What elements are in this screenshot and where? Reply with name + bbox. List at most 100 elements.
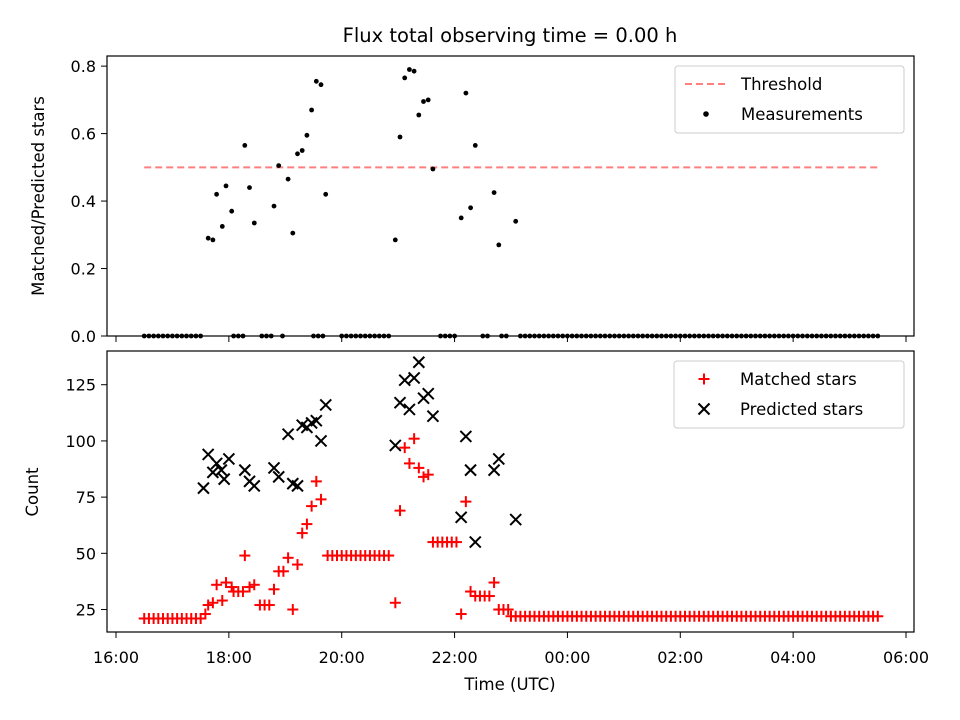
predicted-star-point (487, 463, 501, 477)
matched-star-point (220, 577, 232, 589)
matched-star-point (263, 599, 275, 611)
matched-star-point (310, 475, 322, 487)
legend-measurements-label: Measurements (741, 105, 863, 124)
matched-star-point (282, 552, 294, 564)
predicted-star-point (407, 371, 421, 385)
predicted-star-point (426, 409, 440, 423)
predicted-star-point (464, 463, 477, 477)
measurement-point (421, 99, 426, 104)
measurement-point (290, 230, 296, 236)
predicted-star-point (469, 535, 482, 549)
top-y-tick-label: 0.0 (71, 327, 96, 346)
measurement-point (513, 218, 519, 224)
measurement-point (392, 237, 398, 243)
matched-star-point (237, 586, 249, 598)
matched-star-point (268, 583, 280, 595)
matched-star-point (315, 493, 327, 505)
matched-star-point (460, 496, 472, 508)
measurement-point (416, 112, 422, 118)
bottom-y-tick-label: 125 (65, 376, 96, 395)
matched-star-point (455, 608, 467, 620)
legend-predicted-marker (697, 402, 711, 416)
x-axis-label: Time (UTC) (463, 675, 555, 694)
bottom-y-tick-label: 75 (76, 488, 96, 507)
bottom-y-tick-label: 50 (76, 544, 96, 563)
measurement-point (411, 68, 417, 74)
measurement-point (229, 208, 235, 214)
measurement-point (210, 237, 216, 243)
x-tick-label: 20:00 (319, 648, 365, 667)
predicted-star-point (222, 452, 236, 466)
top-y-tick-label: 0.6 (71, 125, 96, 144)
predicted-star-point (210, 457, 223, 470)
top-legend[interactable]: Threshold Measurements (674, 65, 905, 134)
bottom-y-axis-label: Count (23, 467, 42, 517)
bottom-y-tick-label: 100 (65, 432, 96, 451)
matched-star-point (394, 505, 406, 517)
x-tick-label: 16:00 (93, 648, 139, 667)
measurement-point (472, 143, 478, 148)
top-x-axis (115, 336, 907, 342)
top-axes-frame (106, 55, 915, 337)
top-y-axis-label: Matched/Predicted stars (29, 96, 48, 296)
predicted-star-point (398, 374, 411, 387)
top-panel: 0.00.20.40.60.8 Matched/Predicted stars … (29, 55, 915, 346)
matched-star-point (383, 550, 395, 562)
matched-star-point (872, 610, 884, 622)
predicted-star-point (281, 427, 295, 441)
matched-star-point (277, 565, 289, 577)
x-tick-label: 06:00 (883, 648, 929, 667)
predicted-star-point (291, 479, 304, 493)
matched-star-point (216, 595, 228, 607)
matched-star-point (408, 433, 420, 445)
bottom-panel: 25 50 75 100 125 16:00 18:00 20:00 22:00 00:00 02… (23, 350, 929, 694)
measurement-point (313, 78, 319, 84)
legend-predicted-label: Predicted stars (740, 400, 863, 419)
matched-star-point (483, 590, 495, 602)
matched-star-point (207, 597, 219, 609)
x-tick-label: 04:00 (770, 648, 816, 667)
measurement-point (430, 166, 436, 172)
matched-star-point (296, 527, 308, 539)
top-y-tick-label: 0.4 (71, 192, 96, 211)
measurement-point (271, 203, 277, 209)
measurement-point (425, 97, 431, 103)
predicted-star-point (492, 452, 505, 466)
matched-star-point (199, 608, 211, 620)
legend-measurements-swatch (703, 111, 709, 117)
bottom-legend[interactable]: Matched stars Predicted stars (673, 360, 905, 429)
measurement-point (468, 205, 473, 211)
legend-matched-swatch (698, 373, 710, 385)
measurement-point (285, 176, 291, 182)
matched-star-point (418, 471, 430, 483)
predicted-star-point (412, 356, 426, 369)
measurement-point (251, 220, 257, 226)
matched-star-point (287, 604, 299, 616)
measurement-point (491, 190, 497, 196)
predicted-star-point (272, 470, 285, 484)
predicted-star-point (403, 403, 416, 416)
measurement-point (318, 82, 324, 88)
top-y-tick-label: 0.2 (71, 260, 96, 279)
matched-star-point (292, 559, 304, 571)
legend-predicted-swatch (697, 402, 711, 416)
bottom-plot-marks (138, 356, 884, 625)
matched-star-point (422, 469, 434, 481)
measurement-point (214, 191, 220, 197)
legend-matched-label: Matched stars (740, 370, 857, 389)
measurement-point (299, 148, 305, 153)
measurement-point (205, 235, 211, 241)
predicted-star-point (454, 511, 468, 524)
measurement-point (223, 183, 229, 189)
bottom-legend-box (673, 360, 905, 429)
measurement-point (276, 163, 282, 169)
chart-title: Flux total observing time = 0.00 h (343, 24, 678, 47)
predicted-star-point (393, 396, 407, 409)
legend-matched-marker (698, 373, 710, 385)
x-tick-label: 18:00 (206, 648, 252, 667)
measurement-point (304, 132, 310, 138)
predicted-star-point (319, 398, 332, 412)
matched-star-point (450, 536, 462, 548)
matched-star-point (202, 599, 214, 611)
